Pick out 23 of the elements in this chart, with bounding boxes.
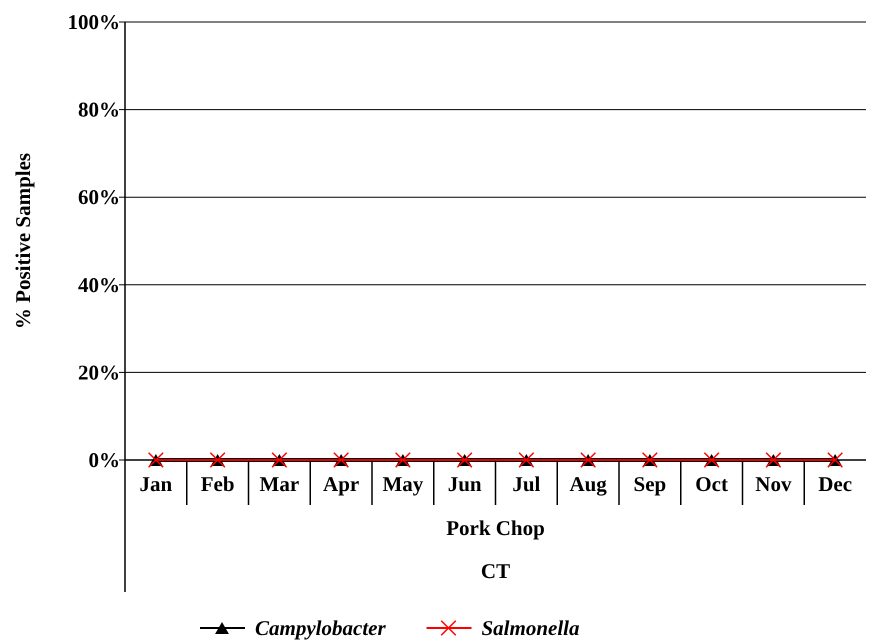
y-tick-label: 40% xyxy=(78,272,120,297)
y-tick-label: 80% xyxy=(78,98,120,122)
x-tick-label: Apr xyxy=(323,472,360,496)
x-tick-label: Jun xyxy=(448,472,482,496)
x-axis-title: Pork Chop xyxy=(446,516,545,540)
legend-label: Salmonella xyxy=(482,616,580,640)
x-tick-label: Jul xyxy=(512,472,541,496)
x-tick-label: Jan xyxy=(140,472,173,496)
y-axis-title: % Positive Samples xyxy=(11,152,35,330)
text: CT xyxy=(480,559,510,583)
x-tick-label: Feb xyxy=(200,472,235,496)
x-tick-label: Mar xyxy=(260,472,300,496)
x-tick-label: Sep xyxy=(634,472,666,496)
legend-label: Campylobacter xyxy=(255,616,386,640)
x-tick-label: May xyxy=(382,472,424,496)
y-tick-label: 20% xyxy=(78,360,120,384)
y-tick-label: 0% xyxy=(88,448,120,472)
y-tick-label: 60% xyxy=(78,185,120,210)
x-tick-label: Dec xyxy=(818,472,852,496)
y-tick-label: 100% xyxy=(68,10,120,34)
x-tick-label: Nov xyxy=(755,472,792,496)
x-tick-label: Aug xyxy=(569,472,608,496)
x-tick-label: Oct xyxy=(695,472,728,496)
